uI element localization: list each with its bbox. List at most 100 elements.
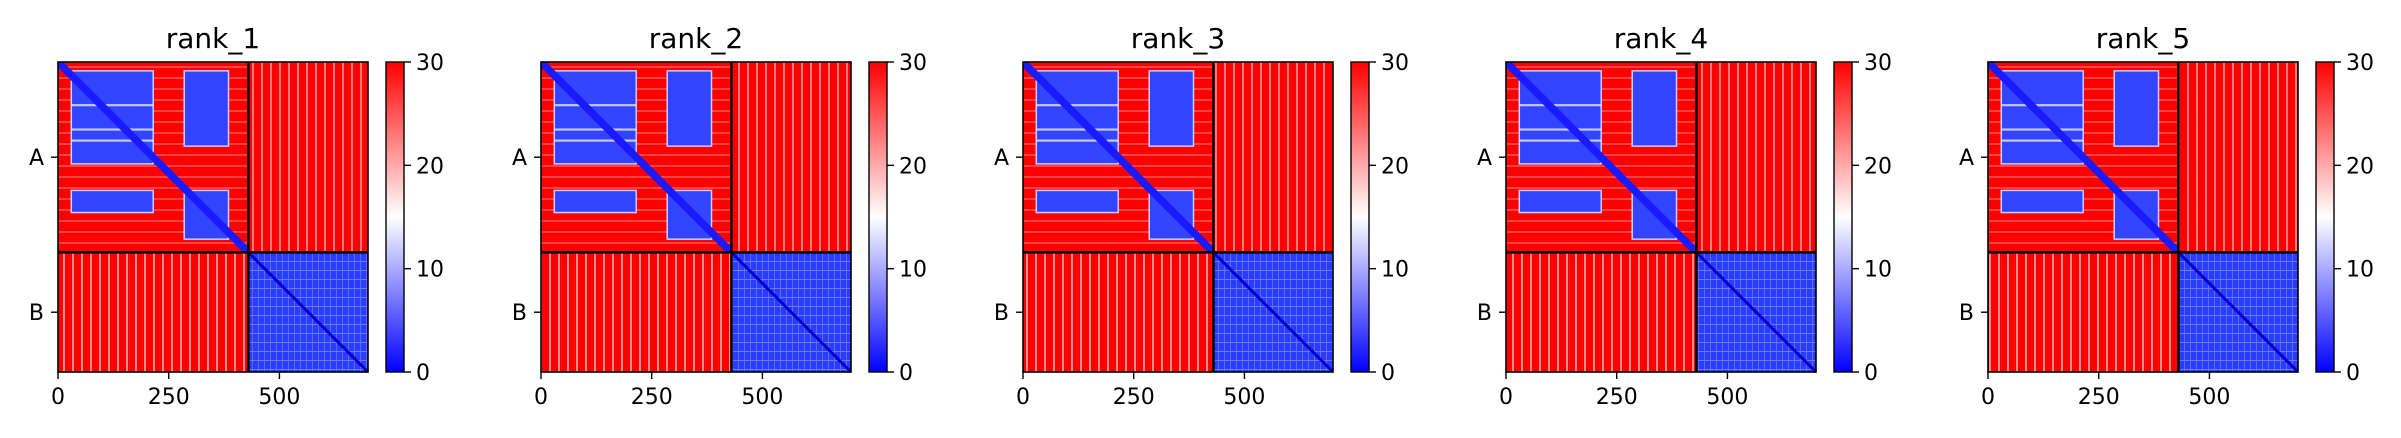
colorbar-tick-label: 0 — [1381, 361, 1395, 386]
heatmap-ba-block — [541, 252, 732, 372]
heatmap-diagonal-a — [1506, 62, 1697, 253]
x-tick-label: 250 — [631, 385, 673, 410]
heatmap-gap — [554, 104, 637, 107]
heatmap-ab-block — [731, 62, 851, 253]
heatmap-diagonal-a — [58, 62, 249, 253]
heatmap-gap — [71, 104, 154, 107]
heatmap-gap — [2001, 139, 2084, 142]
panel-title: rank_2 — [649, 22, 743, 55]
colorbar-tick-label: 20 — [416, 154, 444, 179]
heatmap-gap — [1519, 128, 1602, 131]
x-tick-label: 500 — [1706, 385, 1748, 410]
chain-label: B — [1959, 301, 1974, 326]
heatmap-domain-a3 — [553, 189, 637, 214]
panel-title: rank_3 — [1131, 22, 1225, 55]
colorbar-tick-label: 30 — [2346, 51, 2374, 76]
heatmap-ba-block — [1988, 252, 2179, 372]
heatmap-diagonal-b — [1695, 251, 1818, 374]
heatmap-panel-4: rank_4 0 250 500 A B 0 10 20 30 — [1477, 22, 1892, 410]
heatmap-gap — [1036, 104, 1119, 107]
colorbar-tick-label: 30 — [899, 51, 927, 76]
heatmap-panel-1: rank_1 0 250 500 A B 0 10 20 30 — [29, 22, 444, 410]
colorbar-tick-label: 10 — [899, 258, 927, 283]
heatmap-gap — [1519, 139, 1602, 142]
heatmap-ba-block — [58, 252, 249, 372]
heatmap-domain-a2 — [1631, 70, 1678, 147]
chain-label: B — [29, 301, 44, 326]
x-tick-label: 500 — [2188, 385, 2230, 410]
heatmap-diagonal-a — [1023, 62, 1214, 253]
plot-frame — [57, 61, 369, 373]
heatmap-domain-a2 — [2113, 70, 2160, 147]
colorbar-tick-label: 10 — [1864, 258, 1892, 283]
x-tick-label: 0 — [51, 385, 65, 410]
plot-frame — [540, 61, 852, 373]
chain-label: B — [994, 301, 1009, 326]
heatmap-domain-a2 — [1148, 70, 1195, 147]
heatmap-domain-a3 — [2000, 189, 2084, 214]
plot-frame — [1022, 61, 1334, 373]
colorbar-tick-label: 10 — [2346, 258, 2374, 283]
colorbar-tick-label: 30 — [1864, 51, 1892, 76]
heatmap-panel-2: rank_2 0 250 500 A B 0 10 20 30 — [512, 22, 927, 410]
chain-label: A — [1959, 146, 1974, 171]
colorbar-tick-label: 20 — [1381, 154, 1409, 179]
heatmap-gap — [1519, 104, 1602, 107]
chain-label: A — [994, 146, 1009, 171]
x-tick-label: 500 — [741, 385, 783, 410]
colorbar — [385, 61, 405, 373]
colorbar-tick-label: 20 — [2346, 154, 2374, 179]
chain-label: A — [1477, 146, 1492, 171]
heatmap-diagonal-b — [1212, 251, 1335, 374]
colorbar-tick-label: 20 — [899, 154, 927, 179]
chain-label: B — [512, 301, 527, 326]
chain-label: B — [1477, 301, 1492, 326]
colorbar-tick-label: 0 — [2346, 361, 2360, 386]
panel-title: rank_5 — [2096, 22, 2190, 55]
heatmap-panel-5: rank_5 0 250 500 A B 0 10 20 30 — [1959, 22, 2374, 410]
heatmap-ba-block — [1023, 252, 1214, 372]
panel-title: rank_1 — [166, 22, 260, 55]
heatmap-ab-block — [1213, 62, 1333, 253]
plot-frame — [1987, 61, 2299, 373]
colorbar-tick-label: 0 — [1864, 361, 1878, 386]
heatmap-domain-a3 — [1035, 189, 1119, 214]
x-tick-label: 0 — [1016, 385, 1030, 410]
colorbar-tick-label: 0 — [899, 361, 913, 386]
heatmap-ab-block — [2178, 62, 2298, 253]
colorbar — [1350, 61, 1370, 373]
x-tick-label: 250 — [2078, 385, 2120, 410]
heatmap-domain-a2 — [183, 70, 230, 147]
colorbar-tick-label: 10 — [416, 258, 444, 283]
heatmap-panel-3: rank_3 0 250 500 A B 0 10 20 30 — [994, 22, 1409, 410]
heatmap-gap — [71, 128, 154, 131]
heatmap-gap — [2001, 104, 2084, 107]
colorbar-tick-label: 30 — [416, 51, 444, 76]
heatmap-domain-a3 — [1518, 189, 1602, 214]
colorbar-tick-label: 20 — [1864, 154, 1892, 179]
heatmap-diagonal-b — [730, 251, 853, 374]
heatmap-domain-a3 — [70, 189, 154, 214]
colorbar-tick-label: 30 — [1381, 51, 1409, 76]
x-tick-label: 500 — [258, 385, 300, 410]
heatmap-diagonal-b — [247, 251, 370, 374]
chain-label: A — [29, 146, 44, 171]
colorbar — [868, 61, 888, 373]
colorbar-tick-label: 0 — [416, 361, 430, 386]
x-tick-label: 0 — [1981, 385, 1995, 410]
heatmap-domain-a2 — [666, 70, 713, 147]
x-tick-label: 250 — [1596, 385, 1638, 410]
chain-label: A — [512, 146, 527, 171]
colorbar — [2315, 61, 2335, 373]
x-tick-label: 250 — [148, 385, 190, 410]
x-tick-label: 0 — [534, 385, 548, 410]
plot-frame — [1505, 61, 1817, 373]
heatmap-ab-block — [248, 62, 368, 253]
panel-title: rank_4 — [1614, 22, 1708, 55]
heatmap-gap — [71, 139, 154, 142]
heatmap-gap — [554, 139, 637, 142]
heatmap-gap — [554, 128, 637, 131]
heatmap-ab-block — [1696, 62, 1816, 253]
x-tick-label: 250 — [1113, 385, 1155, 410]
